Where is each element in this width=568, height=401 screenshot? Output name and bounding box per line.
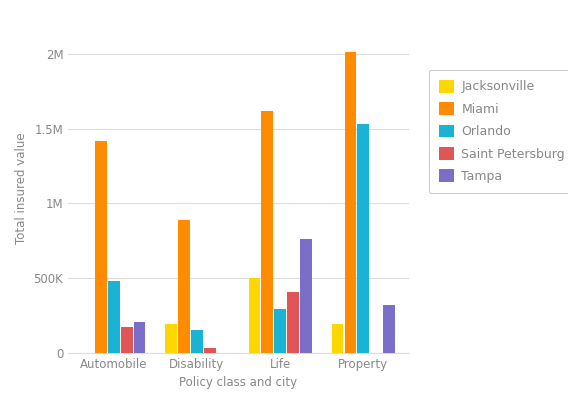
Legend: Jacksonville, Miami, Orlando, Saint Petersburg, Tampa: Jacksonville, Miami, Orlando, Saint Pete… <box>429 70 568 193</box>
Bar <box>95 141 107 353</box>
Bar <box>300 239 312 353</box>
Bar <box>191 330 203 353</box>
Bar <box>274 309 286 353</box>
Bar <box>121 327 132 353</box>
Bar <box>332 324 343 353</box>
Bar <box>287 292 299 353</box>
Y-axis label: Total insured value: Total insured value <box>15 133 28 244</box>
Bar <box>383 305 395 353</box>
Bar <box>261 111 273 353</box>
Bar <box>357 124 369 353</box>
Bar <box>249 278 260 353</box>
Bar <box>345 53 356 353</box>
Bar <box>178 220 190 353</box>
Bar <box>204 348 216 353</box>
Bar <box>165 324 177 353</box>
Bar <box>134 322 145 353</box>
X-axis label: Policy class and city: Policy class and city <box>179 376 298 389</box>
Bar <box>108 281 120 353</box>
